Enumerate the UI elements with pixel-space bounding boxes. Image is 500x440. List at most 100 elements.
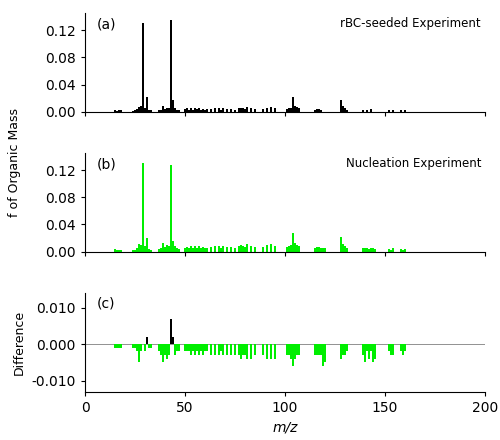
Bar — [296, 344, 298, 355]
Bar — [238, 246, 240, 252]
Bar — [132, 111, 134, 112]
Bar — [298, 108, 300, 112]
Bar — [266, 344, 268, 359]
Bar — [244, 247, 246, 252]
Bar — [166, 344, 168, 359]
Bar — [174, 344, 176, 355]
Bar — [294, 243, 296, 252]
Bar — [288, 246, 290, 252]
Bar — [220, 110, 222, 112]
Bar — [364, 344, 366, 363]
Bar — [144, 108, 146, 112]
Bar — [344, 344, 346, 355]
Text: (c): (c) — [97, 296, 116, 310]
Bar — [372, 248, 374, 252]
Text: (b): (b) — [97, 157, 117, 171]
Bar — [294, 106, 296, 112]
Bar — [262, 109, 264, 112]
Bar — [238, 108, 240, 112]
Bar — [254, 344, 256, 355]
Bar — [204, 344, 206, 352]
Bar — [148, 344, 150, 348]
Bar — [286, 344, 288, 355]
Bar — [214, 246, 216, 252]
Bar — [172, 99, 174, 112]
Bar — [178, 110, 180, 112]
Bar — [402, 344, 404, 355]
Bar — [188, 110, 190, 112]
Bar — [314, 248, 316, 252]
Bar — [202, 247, 204, 252]
Bar — [148, 110, 150, 112]
Bar — [222, 246, 224, 252]
Bar — [314, 110, 316, 112]
Bar — [324, 248, 326, 252]
Bar — [164, 344, 166, 355]
Bar — [196, 109, 198, 112]
Bar — [114, 249, 116, 252]
Bar — [226, 247, 228, 252]
Bar — [298, 246, 300, 252]
Bar — [140, 106, 142, 112]
Bar — [226, 109, 228, 112]
Bar — [404, 249, 406, 252]
Bar — [138, 107, 140, 112]
Bar — [370, 248, 372, 252]
Bar — [202, 109, 204, 112]
Bar — [138, 243, 140, 252]
Bar — [230, 344, 232, 355]
Bar — [296, 245, 298, 252]
Bar — [172, 241, 174, 252]
Bar — [318, 109, 320, 112]
Bar — [222, 108, 224, 112]
Bar — [364, 248, 366, 252]
Bar — [214, 108, 216, 112]
Bar — [240, 245, 242, 252]
Bar — [174, 108, 176, 112]
Bar — [158, 110, 160, 112]
Bar — [118, 110, 120, 112]
Bar — [392, 110, 394, 112]
Bar — [168, 108, 170, 112]
Bar — [158, 249, 160, 252]
Bar — [404, 344, 406, 352]
Bar — [120, 249, 122, 252]
Bar — [138, 344, 140, 363]
Bar — [298, 344, 300, 355]
Bar — [186, 344, 188, 352]
Bar — [192, 110, 194, 112]
Bar — [146, 238, 148, 252]
Bar — [286, 109, 288, 112]
Bar — [218, 344, 220, 355]
Bar — [120, 344, 122, 348]
Bar — [246, 107, 248, 112]
Bar — [238, 344, 240, 355]
Bar — [198, 344, 200, 355]
Bar — [250, 246, 252, 252]
Bar — [242, 108, 244, 112]
Bar — [288, 344, 290, 355]
Bar — [192, 248, 194, 252]
Bar — [400, 249, 402, 252]
Bar — [134, 249, 136, 252]
Bar — [320, 344, 322, 355]
Bar — [242, 246, 244, 252]
Bar — [342, 244, 344, 252]
Bar — [202, 344, 204, 355]
Bar — [316, 344, 318, 355]
Bar — [194, 344, 196, 355]
Bar — [136, 344, 138, 352]
Bar — [286, 247, 288, 252]
Bar — [290, 245, 292, 252]
Bar — [346, 110, 348, 112]
Bar — [388, 110, 390, 112]
Bar — [316, 247, 318, 252]
Bar — [210, 344, 212, 355]
Bar — [292, 233, 294, 252]
Bar — [230, 247, 232, 252]
Bar — [234, 110, 236, 112]
Bar — [160, 344, 162, 355]
Bar — [206, 344, 208, 352]
Bar — [270, 107, 272, 112]
Bar — [372, 344, 374, 363]
